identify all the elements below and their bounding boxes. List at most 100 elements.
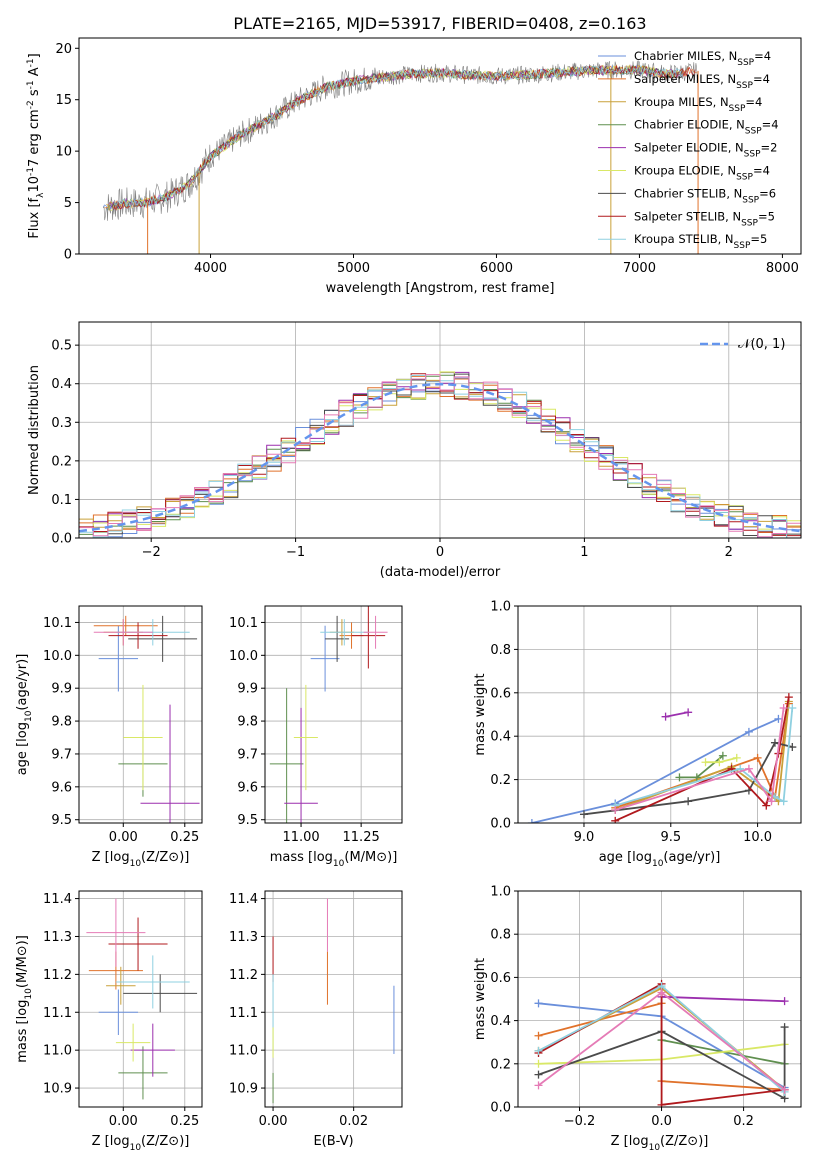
- y-tick-label: 10.9: [229, 1082, 258, 1097]
- series-marker-kroupa_elodie: [715, 758, 724, 767]
- series-marker-pink: [611, 805, 620, 814]
- label-part: Z [: [611, 1134, 629, 1149]
- y-tick-label: 11.3: [229, 930, 258, 945]
- x-tick-label: −2: [142, 545, 161, 560]
- y-tick-label: 10.1: [43, 616, 72, 631]
- x-tick-label: 11.25: [343, 830, 380, 845]
- label-part: mass [: [15, 1019, 30, 1062]
- label-part: s: [27, 89, 42, 100]
- x-tick-label: 0.00: [259, 1114, 288, 1129]
- axes-frame: [517, 890, 802, 1108]
- label-part: Kroupa STELIB, N: [634, 232, 734, 246]
- model-spectrum-salpeter_elodie: [108, 64, 683, 210]
- x-tick-label: 0.00: [109, 830, 138, 845]
- label-part: log: [629, 1134, 649, 1149]
- series-marker-kroupa_elodie: [534, 1059, 543, 1068]
- label-part: log: [313, 850, 333, 865]
- y-tick-label: 10.0: [229, 649, 258, 664]
- series-line-salpeter_elodie: [661, 995, 785, 1003]
- x-tick-label: 9.5: [660, 830, 681, 845]
- y-tick-label: 9.6: [51, 780, 72, 795]
- plot-area: [534, 979, 789, 1107]
- x-axis-label: wavelength [Angstrom, rest frame]: [326, 281, 555, 296]
- model-spectrum-chabrier_miles: [103, 64, 683, 212]
- label-part: Kroupa MILES, N: [634, 95, 729, 109]
- label-part: Salpeter MILES, N: [634, 72, 736, 86]
- series-marker-salpeter_elodie: [780, 997, 789, 1006]
- series-marker-kroupa_stelib: [788, 703, 797, 712]
- axes-frame: [264, 890, 403, 1108]
- model-spectrum-chabrier_elodie: [107, 65, 683, 211]
- y-axis-label: mass weight: [473, 673, 488, 755]
- series-marker-chabrier_elodie: [692, 773, 701, 782]
- axes-frame: [78, 321, 802, 539]
- label-part: log: [110, 850, 130, 865]
- plot-area: [93, 615, 200, 823]
- label-part: E(B-V): [313, 1134, 353, 1149]
- x-tick-label: 0: [436, 545, 444, 560]
- model-spectrum-chabrier_stelib: [111, 65, 683, 209]
- legend-label-kroupa_miles: Kroupa MILES, NSSP=4: [634, 95, 762, 114]
- series-marker-kroupa_stelib: [534, 1046, 543, 1055]
- axes-frame: [264, 605, 403, 824]
- series-marker-kroupa_elodie: [701, 758, 710, 767]
- legend-label-salpeter_miles: Salpeter MILES, NSSP=4: [634, 72, 770, 91]
- series-line-chabrier_stelib: [538, 1027, 786, 1100]
- x-tick-label: 11.00: [282, 830, 319, 845]
- series-line-kroupa_elodie: [705, 757, 738, 764]
- series-marker-chabrier_miles: [527, 819, 536, 823]
- x-tick-label: 6000: [480, 261, 513, 276]
- x-axis-label: Z [log10(Z/Z⊙)]: [92, 850, 190, 869]
- panel-age_vs_mass: 11.00 11.25 9.5 9.6 9.7 9.8 9.9 10.0 10.1 mass [l…: [229, 605, 403, 869]
- series-line-salpeter_elodie: [665, 711, 689, 718]
- observed-spectrum: [103, 60, 699, 221]
- label-part: Chabrier STELIB, N: [634, 186, 742, 200]
- label-part: mass weight: [473, 958, 488, 1040]
- y-tick-label: 10.0: [43, 649, 72, 664]
- x-tick-label: 7000: [623, 261, 656, 276]
- x-tick-label: 0.25: [170, 830, 199, 845]
- label-part: SSP: [737, 58, 754, 68]
- label-part: -2: [26, 100, 36, 109]
- label-part: 7 erg cm: [27, 109, 42, 167]
- series-line-salpeter_miles: [614, 703, 790, 809]
- label-part: ]: [27, 53, 42, 58]
- label-part: SSP: [736, 173, 753, 183]
- x-axis-label: E(B-V): [313, 1134, 353, 1149]
- y-tick-label: 11.2: [229, 968, 258, 983]
- y-tick-label: 11.0: [43, 1044, 72, 1059]
- y-tick-label: 0.6: [490, 686, 511, 701]
- label-part: =4: [753, 164, 770, 178]
- series-marker-pink: [657, 988, 666, 997]
- x-tick-label: 0.2: [733, 1114, 754, 1129]
- label-part: 10: [333, 859, 345, 869]
- series-marker-pink: [767, 797, 776, 806]
- legend-label-normal: 𝒩(0, 1): [738, 337, 785, 352]
- legend-label-kroupa_stelib: Kroupa STELIB, NSSP=5: [634, 232, 767, 251]
- y-tick-label: 10.1: [229, 616, 258, 631]
- label-part: A: [27, 67, 42, 80]
- plot-area: [86, 898, 198, 1100]
- series-marker-chabrier_elodie: [675, 773, 684, 782]
- label-part: (data-model)/error: [380, 565, 501, 580]
- label-part: Salpeter STELIB, N: [634, 209, 741, 223]
- label-part: =4: [754, 49, 771, 63]
- x-tick-label: 9.0: [574, 830, 595, 845]
- series-marker-pink: [534, 1081, 543, 1090]
- x-tick-label: −1: [286, 545, 305, 560]
- label-part: Chabrier ELODIE, N: [634, 118, 745, 132]
- panel-age_vs_Z: 0.00 0.259.59.69.79.89.910.010.1Z [log10(…: [15, 605, 203, 869]
- label-part: (age/yr)]: [663, 850, 720, 865]
- plot-area: [272, 898, 395, 1104]
- y-tick-label: 9.5: [237, 813, 258, 828]
- y-axis-label: mass [log10(M/M⊙)]: [15, 935, 34, 1063]
- x-tick-label: 2: [725, 545, 733, 560]
- panel-residuals: −2 −1 0 1 2 0.0 0.1 0.2 0.3 0.4 0.5 (data-model)/er…: [27, 321, 802, 580]
- label-part: -1: [26, 80, 36, 89]
- normal-distribution-curve: [79, 382, 801, 533]
- series-marker-chabrier_miles: [744, 727, 753, 736]
- y-tick-label: 11.0: [229, 1044, 258, 1059]
- label-part: =5: [758, 209, 775, 223]
